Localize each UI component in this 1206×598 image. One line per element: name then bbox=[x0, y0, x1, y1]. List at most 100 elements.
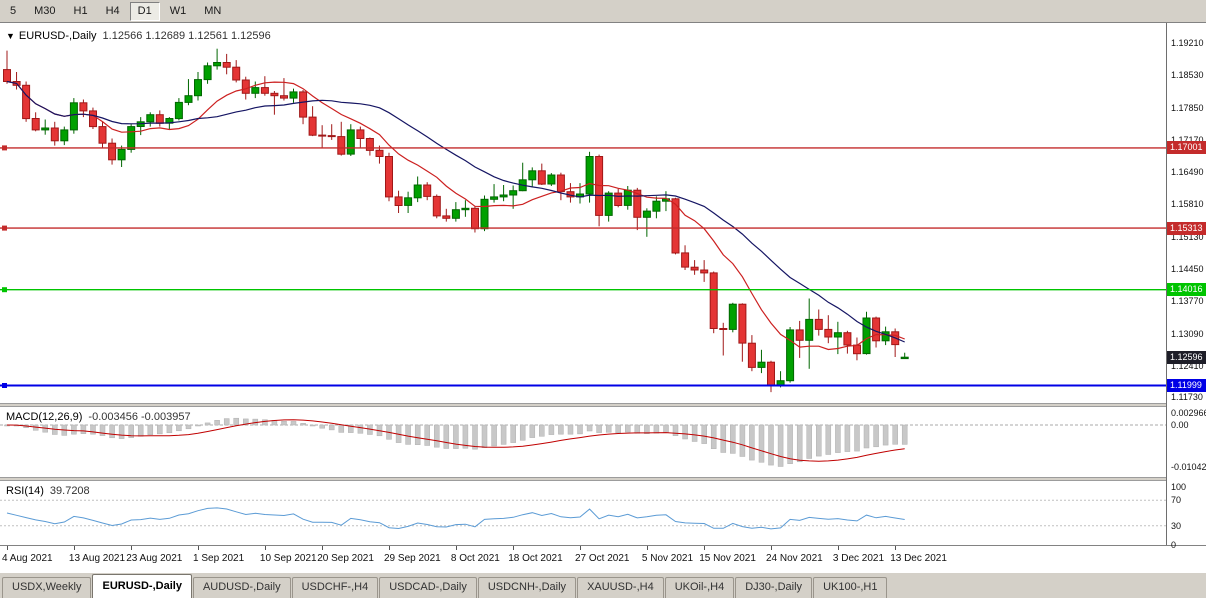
time-axis-label: 13 Aug 2021 bbox=[68, 553, 126, 564]
tab-uk100-h1[interactable]: UK100-,H1 bbox=[813, 577, 888, 598]
timeframe-button-m30[interactable]: M30 bbox=[34, 4, 56, 17]
rsi-scale-label: 70 bbox=[1171, 495, 1182, 506]
h-level-handle[interactable] bbox=[2, 383, 7, 388]
time-axis-label: 8 Oct 2021 bbox=[450, 553, 500, 564]
price-scale-label: 1.13090 bbox=[1171, 328, 1204, 339]
macd-name: MACD(12,26,9) bbox=[6, 411, 83, 423]
time-axis-tick bbox=[73, 546, 75, 550]
chart-ohlc-values: 1.12566 1.12689 1.12561 1.12596 bbox=[102, 30, 271, 42]
rsi-name: RSI(14) bbox=[6, 485, 44, 497]
time-axis-tick bbox=[264, 546, 266, 550]
rsi-value: 39.7208 bbox=[49, 485, 90, 497]
time-axis-tick bbox=[837, 546, 839, 550]
price-scale-label: 1.14450 bbox=[1171, 264, 1204, 275]
chart-symbol-period: EURUSD-,Daily bbox=[18, 30, 97, 42]
rsi-chart[interactable] bbox=[0, 481, 1166, 545]
tab-ukoil-h4[interactable]: UKOil-,H4 bbox=[664, 577, 735, 598]
time-axis-label: 29 Sep 2021 bbox=[384, 553, 441, 564]
macd-signal-line bbox=[6, 419, 905, 462]
timeframe-button-5[interactable]: 5 bbox=[10, 4, 17, 17]
h-level-handle[interactable] bbox=[2, 287, 7, 293]
tab-xauusd-h4[interactable]: XAUUSD-,H4 bbox=[577, 577, 664, 598]
macd-histogram bbox=[4, 417, 908, 467]
macd-scale-label: 0.002966 bbox=[1171, 408, 1206, 419]
price-scale[interactable]: 1.19210 1.18530 1.17850 1.17170 1.16490 1.158… bbox=[1166, 23, 1206, 550]
macd-values: -0.003456 -0.003957 bbox=[88, 411, 191, 423]
price-level-flag: 1.17001 bbox=[1167, 141, 1206, 155]
h-level-handle[interactable] bbox=[2, 225, 7, 231]
time-axis-tick bbox=[322, 546, 324, 550]
time-axis-tick bbox=[771, 546, 772, 550]
time-axis-label: 15 Nov 2021 bbox=[699, 553, 756, 564]
price-scale-label: 1.17850 bbox=[1171, 102, 1204, 113]
tab-usdcad-daily[interactable]: USDCAD-,Daily bbox=[379, 577, 477, 598]
price-scale-label: 1.19210 bbox=[1171, 37, 1204, 48]
macd-scale-label: 0.00 bbox=[1171, 420, 1189, 430]
time-axis-tick bbox=[580, 546, 581, 550]
time-axis-tick bbox=[7, 546, 8, 550]
chart-tabbar: USDX,Weekly EURUSD-,Daily AUDUSD-,Daily USD… bbox=[0, 572, 1206, 598]
macd-indicator-label: MACD(12,26,9) -0.003456 -0.003957 bbox=[6, 411, 191, 423]
tab-dj30-daily[interactable]: DJ30-,Daily bbox=[735, 577, 813, 598]
timeframe-button-d1[interactable]: D1 bbox=[129, 1, 160, 21]
timeframe-button-mn[interactable]: MN bbox=[204, 4, 222, 17]
price-level-flag: 1.15313 bbox=[1167, 221, 1206, 235]
time-axis-tick bbox=[646, 546, 648, 550]
pane-separator[interactable] bbox=[0, 403, 1206, 407]
time-axis-tick bbox=[131, 546, 133, 550]
timeframe-button-h1[interactable]: H1 bbox=[73, 4, 88, 17]
timeframe-toolbar: 5 M30 H1 H4 D1 W1 MN bbox=[0, 0, 1206, 22]
price-scale-label: 1.16490 bbox=[1171, 167, 1204, 178]
price-scale-label: 1.18530 bbox=[1171, 70, 1204, 81]
time-axis-label: 4 Aug 2021 bbox=[2, 553, 53, 564]
price-scale-label: 1.12410 bbox=[1171, 360, 1204, 371]
time-axis-tick bbox=[513, 546, 515, 550]
ma-slow-line bbox=[6, 80, 905, 343]
collapse-chart-icon[interactable]: ▼ bbox=[6, 31, 15, 41]
rsi-scale-label: 100 bbox=[1171, 482, 1187, 492]
rsi-line bbox=[6, 507, 905, 530]
price-chart[interactable] bbox=[0, 23, 1166, 403]
time-axis-tick bbox=[704, 546, 706, 550]
price-level-flag: 1.11999 bbox=[1167, 379, 1206, 392]
price-scale-label: 1.11730 bbox=[1171, 392, 1203, 402]
macd-scale-label: -0.01042 bbox=[1171, 461, 1206, 472]
timeframe-button-w1[interactable]: W1 bbox=[169, 4, 187, 17]
time-axis-label: 23 Aug 2021 bbox=[126, 553, 183, 564]
tab-usdchf-h4[interactable]: USDCHF-,H4 bbox=[291, 577, 379, 598]
time-axis-tick bbox=[389, 546, 390, 550]
macd-chart[interactable] bbox=[0, 407, 1166, 477]
tab-usdx-weekly[interactable]: USDX,Weekly bbox=[2, 577, 92, 598]
rsi-scale-label: 30 bbox=[1171, 520, 1182, 531]
h-level-handle[interactable] bbox=[2, 145, 7, 151]
time-axis-label: 1 Sep 2021 bbox=[193, 553, 245, 564]
ma-fast-line bbox=[6, 80, 905, 351]
price-scale-label: 1.13770 bbox=[1171, 296, 1204, 307]
time-axis-label: 3 Dec 2021 bbox=[832, 553, 885, 564]
time-axis-label: 27 Oct 2021 bbox=[575, 553, 630, 564]
time-axis-tick bbox=[455, 546, 457, 550]
price-scale-label: 1.15810 bbox=[1171, 199, 1204, 210]
tab-usdcnh-daily[interactable]: USDCNH-,Daily bbox=[477, 577, 577, 598]
time-axis-label: 13 Dec 2021 bbox=[890, 553, 947, 564]
chart-window: ▼ EURUSD-,Daily 1.12566 1.12689 1.12561 1.… bbox=[0, 22, 1206, 573]
tab-audusd-daily[interactable]: AUDUSD-,Daily bbox=[192, 577, 291, 598]
time-axis-tick bbox=[198, 546, 199, 550]
current-price-flag: 1.12596 bbox=[1167, 350, 1206, 364]
candles bbox=[3, 48, 909, 393]
time-axis-label: 18 Oct 2021 bbox=[508, 553, 563, 564]
tab-eurusd-daily[interactable]: EURUSD-,Daily bbox=[92, 574, 192, 598]
timeframe-button-h4[interactable]: H4 bbox=[105, 4, 120, 17]
pane-separator[interactable] bbox=[0, 477, 1206, 481]
time-axis-label: 5 Nov 2021 bbox=[641, 553, 694, 564]
price-scale-label: 1.15130 bbox=[1171, 231, 1204, 242]
time-axis-label: 10 Sep 2021 bbox=[259, 553, 317, 564]
time-axis-tick bbox=[895, 546, 897, 550]
chart-title: ▼ EURUSD-,Daily 1.12566 1.12689 1.12561 1.… bbox=[6, 30, 271, 42]
time-axis[interactable]: 4 Aug 2021 13 Aug 2021 23 Aug 2021 1 Sep 20… bbox=[0, 545, 1206, 573]
rsi-indicator-label: RSI(14) 39.7208 bbox=[6, 485, 90, 497]
price-scale-label: 1.17170 bbox=[1171, 134, 1204, 145]
time-axis-label: 20 Sep 2021 bbox=[317, 553, 374, 564]
rsi-scale-label: 0 bbox=[1171, 540, 1177, 550]
